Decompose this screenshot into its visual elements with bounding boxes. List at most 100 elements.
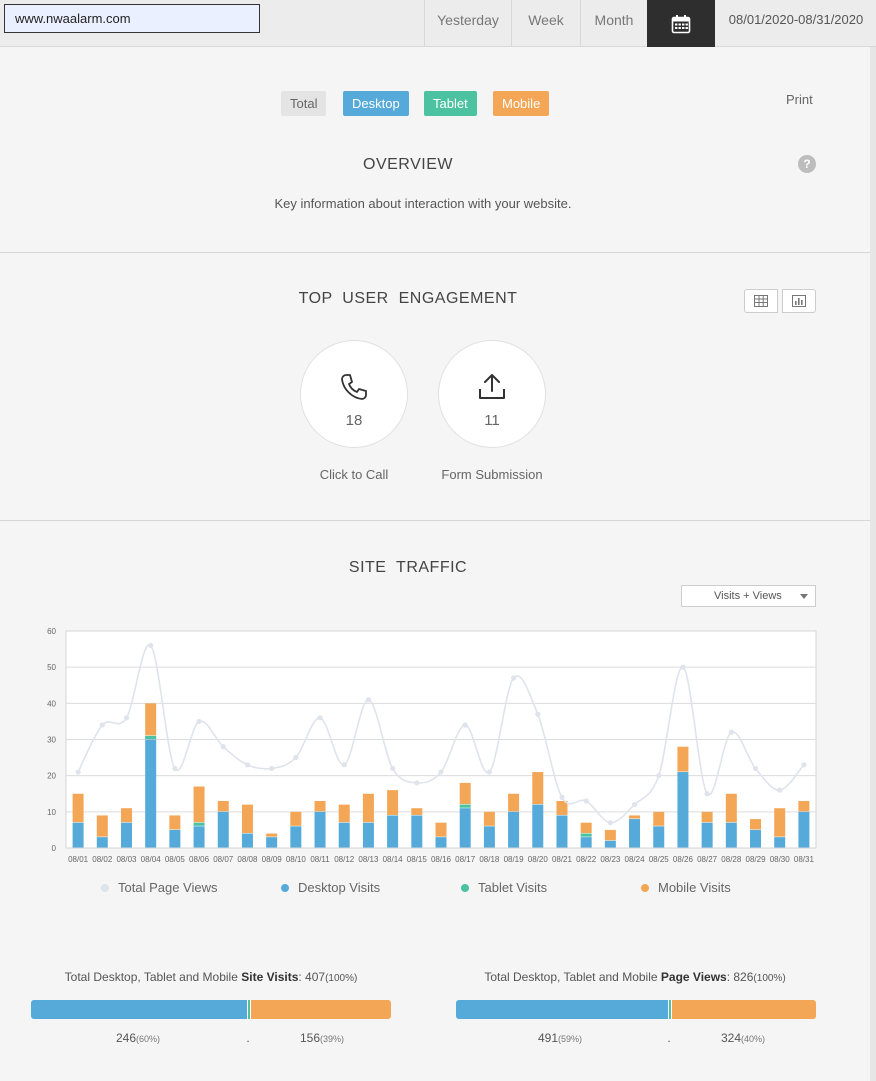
views-mobile-count: 324(40%) bbox=[703, 1031, 783, 1045]
legend-tablet-visits[interactable]: Tablet Visits bbox=[461, 880, 547, 895]
bar-tablet bbox=[580, 833, 592, 837]
bar-desktop bbox=[96, 837, 108, 848]
legend-label: Tablet Visits bbox=[478, 880, 548, 895]
y-tick-label: 50 bbox=[47, 663, 56, 672]
bar-desktop bbox=[653, 826, 665, 848]
page-views-share-bar bbox=[456, 1000, 816, 1019]
bar-mobile bbox=[677, 746, 689, 772]
totals-metric: Site Visits bbox=[241, 970, 299, 984]
y-tick-label: 60 bbox=[47, 627, 56, 636]
bar-mobile bbox=[459, 782, 471, 805]
legend-label: Mobile Visits bbox=[658, 880, 731, 895]
visits-desktop-count: 246(60%) bbox=[98, 1031, 178, 1045]
bar-mobile bbox=[629, 815, 641, 819]
x-tick-label: 08/24 bbox=[625, 855, 646, 864]
bar-mobile bbox=[701, 811, 713, 823]
bar-mobile bbox=[314, 800, 326, 812]
y-tick-label: 10 bbox=[47, 808, 56, 817]
bar-chart-icon bbox=[792, 295, 806, 307]
page-views-point bbox=[438, 769, 444, 775]
bar-mobile bbox=[266, 833, 278, 837]
overview-title: OVERVIEW bbox=[363, 156, 453, 173]
click-to-call-card[interactable]: 18 bbox=[300, 340, 408, 448]
bar-mobile bbox=[532, 772, 544, 805]
bar-desktop bbox=[362, 822, 374, 848]
table-view-button[interactable] bbox=[744, 289, 778, 313]
page-views-point bbox=[680, 664, 686, 670]
bar-desktop bbox=[532, 804, 544, 848]
range-yesterday-button[interactable]: Yesterday bbox=[424, 0, 511, 46]
bar-desktop bbox=[266, 837, 278, 848]
site-visits-share-bar bbox=[31, 1000, 391, 1019]
totals-prefix: Total Desktop, Tablet and Mobile bbox=[484, 970, 661, 984]
filter-mobile-chip[interactable]: Mobile bbox=[493, 91, 550, 116]
x-tick-label: 08/05 bbox=[165, 855, 186, 864]
page-views-point bbox=[269, 765, 275, 772]
count-value: 246 bbox=[115, 1031, 136, 1045]
page-views-point bbox=[656, 773, 662, 779]
scrollbar-track[interactable] bbox=[870, 47, 876, 1081]
filter-desktop-chip[interactable]: Desktop bbox=[343, 91, 409, 116]
page-views-point bbox=[172, 765, 178, 772]
traffic-metric-value: Visits + Views bbox=[714, 590, 782, 602]
help-icon[interactable]: ? bbox=[798, 155, 816, 173]
date-range-display[interactable]: 08/01/2020-08/31/2020 bbox=[728, 12, 864, 27]
range-month-button[interactable]: Month bbox=[580, 0, 647, 46]
calendar-button[interactable] bbox=[647, 0, 715, 47]
chart-view-button[interactable] bbox=[782, 289, 816, 313]
x-tick-label: 08/11 bbox=[310, 855, 330, 864]
x-tick-label: 08/01 bbox=[68, 855, 89, 864]
bar-desktop bbox=[556, 815, 568, 848]
calendar-icon bbox=[671, 14, 691, 33]
legend-mobile-visits[interactable]: Mobile Visits bbox=[641, 880, 731, 895]
page-views-point bbox=[220, 744, 226, 750]
x-tick-label: 08/02 bbox=[92, 855, 113, 864]
page-views-point bbox=[777, 787, 783, 793]
bar-mobile bbox=[217, 800, 229, 812]
legend-page-views[interactable]: Total Page Views bbox=[101, 880, 218, 895]
page-views-point bbox=[607, 820, 613, 826]
x-tick-label: 08/06 bbox=[189, 855, 210, 864]
bar-mobile bbox=[604, 829, 616, 841]
share-segment-mobile bbox=[250, 1000, 391, 1019]
bar-desktop bbox=[387, 815, 399, 848]
x-tick-label: 08/15 bbox=[407, 855, 428, 864]
x-tick-label: 08/14 bbox=[383, 855, 404, 864]
print-link[interactable]: Print bbox=[786, 92, 813, 107]
engagement-title: TOP USER ENGAGEMENT bbox=[298, 290, 518, 307]
bar-mobile bbox=[580, 822, 592, 834]
range-week-button[interactable]: Week bbox=[511, 0, 580, 46]
traffic-metric-select[interactable]: Visits + Views bbox=[681, 585, 816, 607]
share-segment-tablet bbox=[668, 1000, 672, 1019]
bar-desktop bbox=[411, 815, 423, 848]
top-bar: www.nwaalarm.com Yesterday Week Month 08… bbox=[0, 0, 876, 47]
totals-value: : 826 bbox=[726, 970, 754, 984]
x-tick-label: 08/18 bbox=[479, 855, 500, 864]
x-tick-label: 08/12 bbox=[334, 855, 355, 864]
legend-dot bbox=[641, 883, 649, 892]
bar-desktop bbox=[750, 829, 762, 848]
share-segment-desktop bbox=[456, 1000, 669, 1019]
url-input[interactable]: www.nwaalarm.com bbox=[4, 4, 260, 33]
page-views-point bbox=[631, 802, 638, 808]
totals-value: : 407 bbox=[298, 970, 326, 984]
form-submission-card[interactable]: 11 bbox=[438, 340, 546, 448]
filter-total-chip[interactable]: Total bbox=[281, 91, 327, 116]
bar-desktop bbox=[508, 811, 520, 848]
bar-mobile bbox=[556, 800, 568, 815]
bar-tablet bbox=[459, 804, 471, 808]
bar-tablet bbox=[193, 822, 205, 826]
filter-tablet-chip[interactable]: Tablet bbox=[424, 91, 477, 116]
x-tick-label: 08/07 bbox=[213, 855, 234, 864]
totals-pct: (100%) bbox=[325, 973, 358, 984]
bar-desktop bbox=[145, 739, 157, 848]
bar-mobile bbox=[725, 793, 737, 823]
page-views-point bbox=[728, 729, 734, 735]
y-tick-label: 40 bbox=[47, 699, 56, 708]
legend-desktop-visits[interactable]: Desktop Visits bbox=[281, 880, 380, 895]
page-views-point bbox=[486, 769, 492, 775]
bar-mobile bbox=[774, 808, 786, 837]
page-views-point bbox=[462, 722, 468, 728]
page-views-point bbox=[244, 762, 251, 768]
legend-label: Total Page Views bbox=[118, 880, 218, 895]
